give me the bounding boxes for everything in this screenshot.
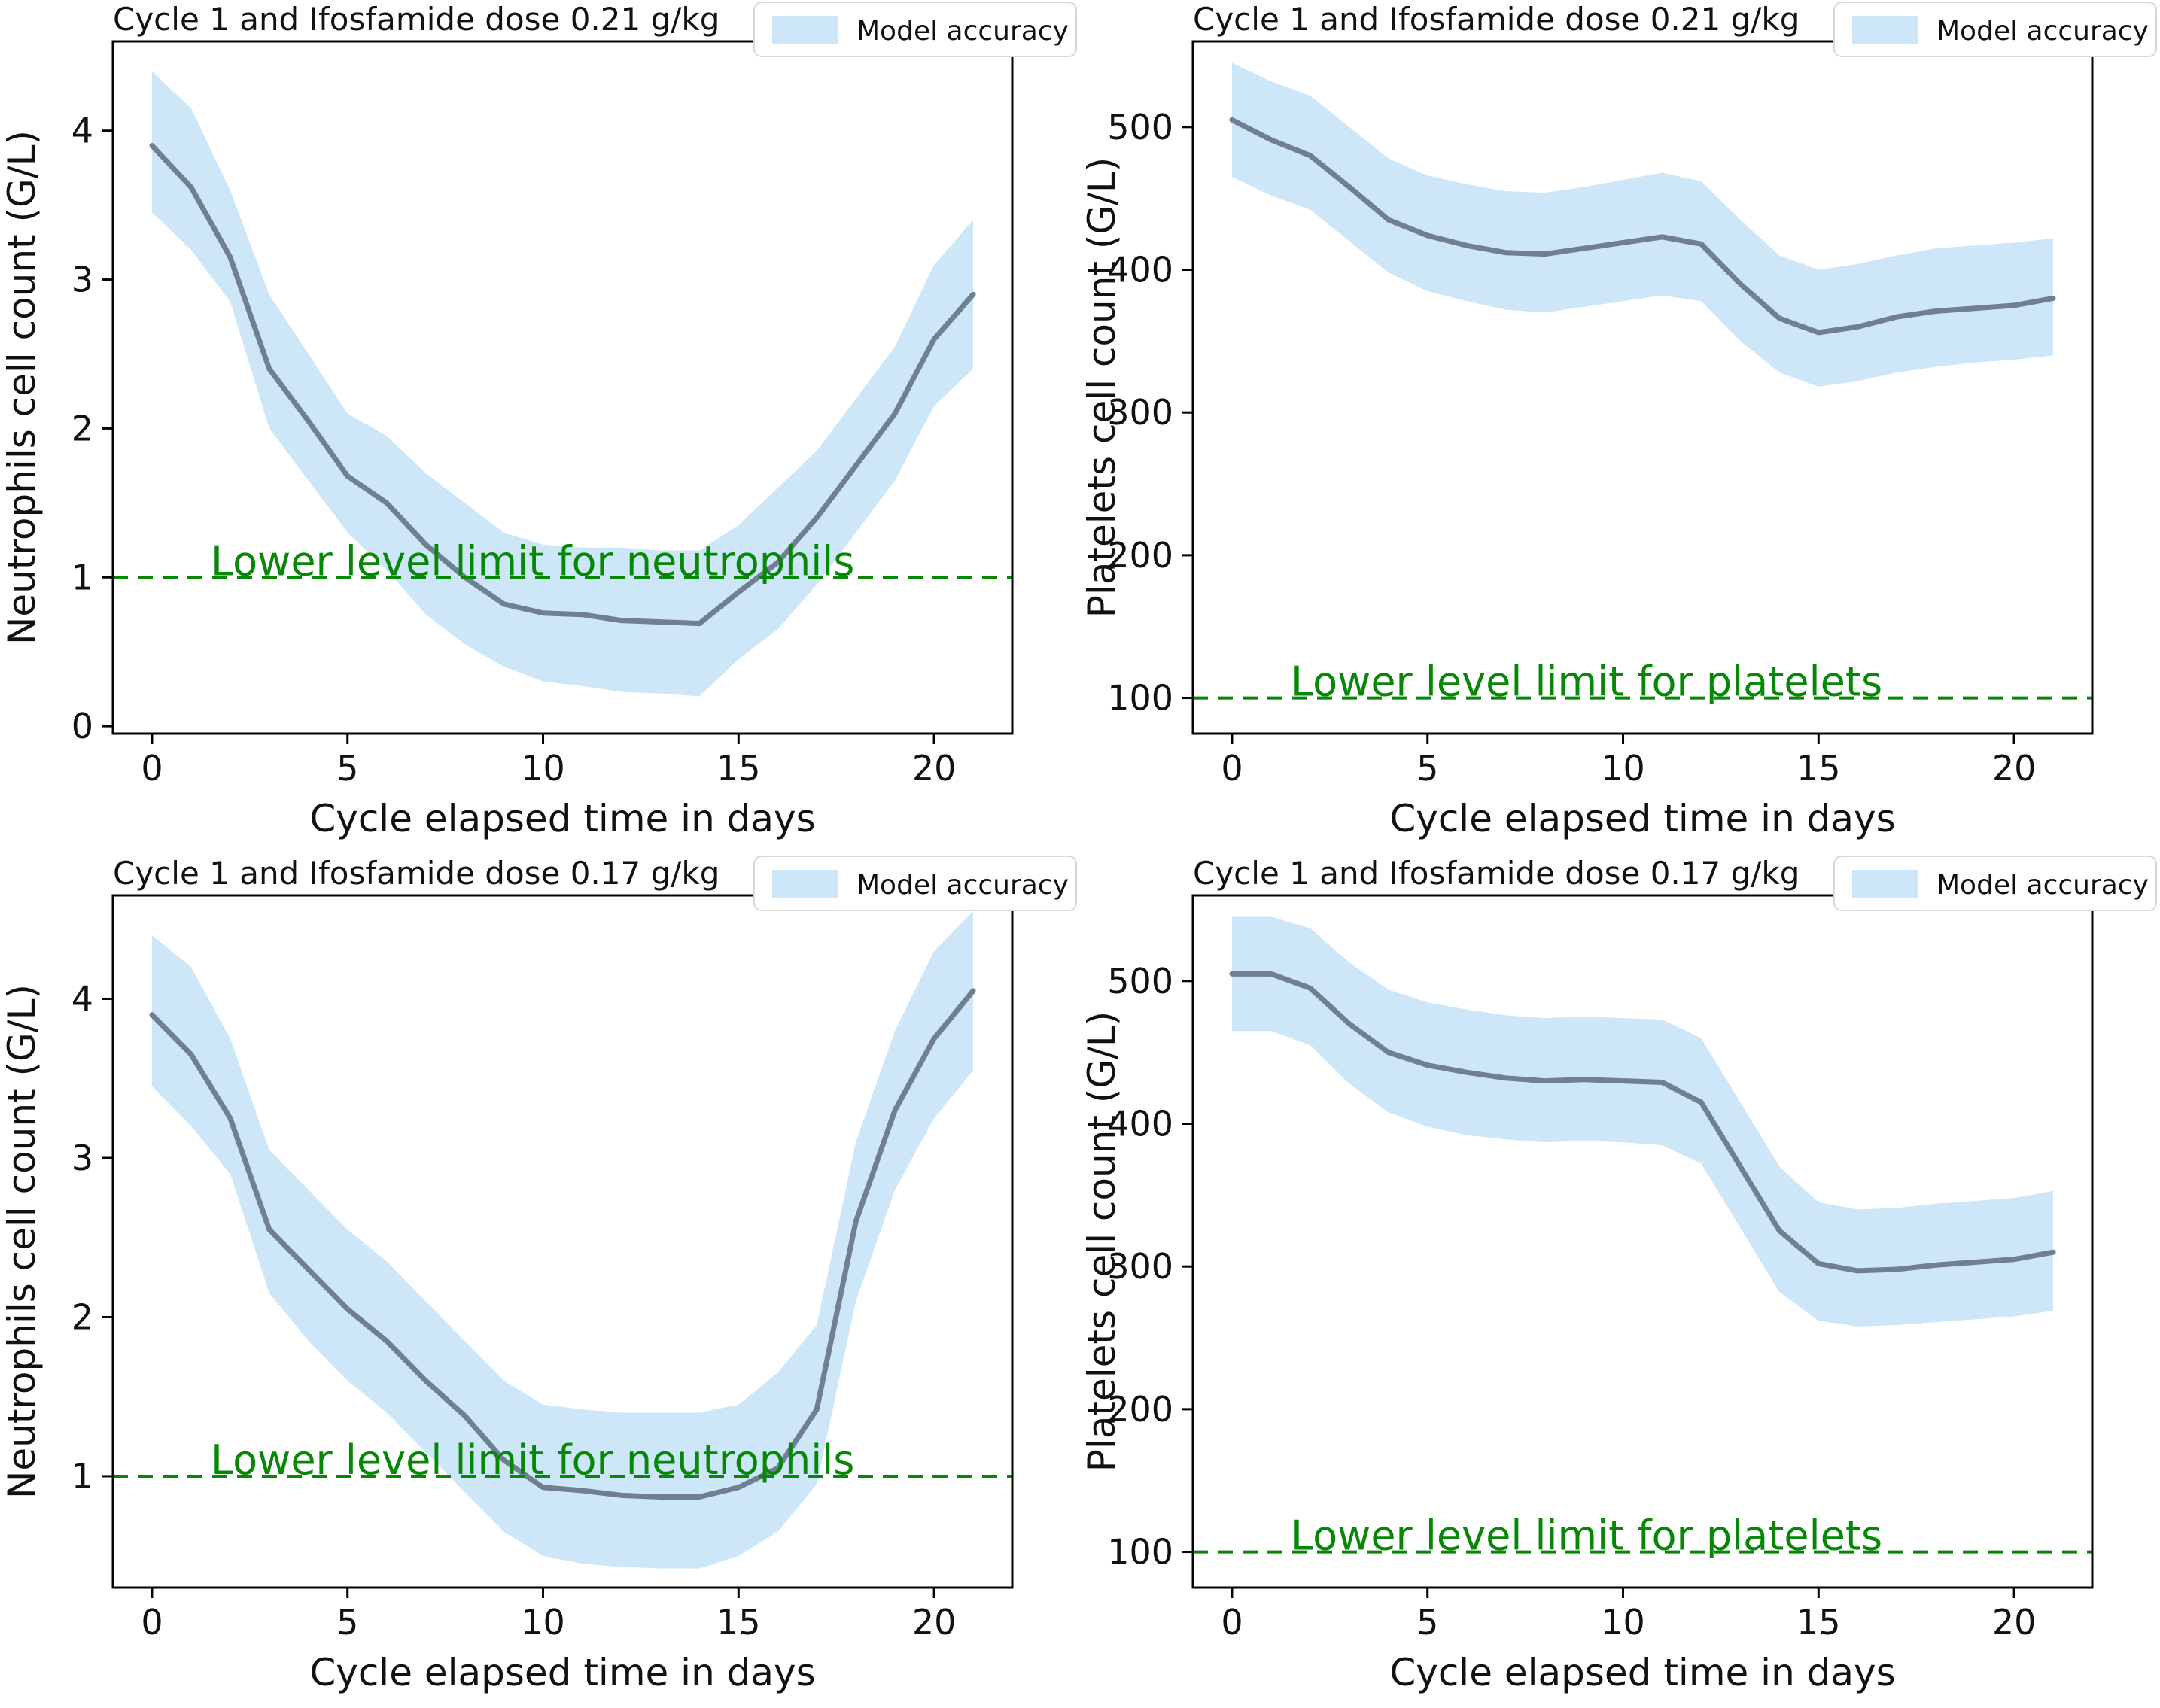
- lower-limit-label: Lower level limit for platelets: [1291, 658, 1882, 706]
- x-tick-label: 10: [521, 748, 565, 789]
- y-tick-label: 0: [71, 706, 93, 746]
- legend: Model accuracy: [753, 2, 1077, 57]
- legend-label: Model accuracy: [1936, 870, 2149, 901]
- y-tick-label: 3: [71, 260, 93, 300]
- chart-title: Cycle 1 and Ifosfamide dose 0.21 g/kg: [113, 1, 719, 38]
- prediction-line: [149, 142, 976, 627]
- x-tick-label: 10: [1601, 1602, 1645, 1643]
- x-tick-label: 15: [1796, 748, 1841, 789]
- subplot-neutrophils-dose-021: Lower level limit for neutrophils 0 5 10 15 2…: [0, 0, 1080, 854]
- y-tick-label: 300: [1107, 392, 1173, 433]
- subplot-platelets-dose-017: Lower level limit for platelets 0 5 10 15 20 1…: [1080, 854, 2160, 1708]
- y-tick-label: 300: [1107, 1246, 1173, 1287]
- chart-canvas-platelets-021: Lower level limit for platelets 0 5 10 15 20 1…: [1080, 1, 2157, 840]
- subplot-neutrophils-dose-017: Lower level limit for neutrophils 0 5 10 15 2…: [0, 854, 1080, 1708]
- y-tick-label: 1: [71, 557, 93, 597]
- y-tick-label: 100: [1107, 1532, 1173, 1573]
- chart-title: Cycle 1 and Ifosfamide dose 0.17 g/kg: [113, 855, 719, 892]
- y-tick-label: 4: [71, 111, 93, 151]
- axes-frame: [1191, 894, 2094, 1589]
- legend: Model accuracy: [1833, 856, 2157, 911]
- y-tick-label: 200: [1107, 1389, 1173, 1430]
- chart-title: Cycle 1 and Ifosfamide dose 0.17 g/kg: [1193, 855, 1799, 892]
- x-axis-label: Cycle elapsed time in days: [309, 1651, 815, 1694]
- legend: Model accuracy: [1833, 2, 2157, 57]
- prediction-line: [1229, 971, 2056, 1274]
- y-tick-label: 3: [71, 1138, 93, 1178]
- axes-frame: [111, 894, 1014, 1589]
- axes-frame: [111, 40, 1014, 735]
- legend-swatch-model-accuracy: [772, 16, 838, 44]
- x-tick-label: 15: [716, 748, 761, 789]
- legend-swatch-model-accuracy: [772, 870, 838, 898]
- y-axis-label: Platelets cell count (G/L): [1080, 1011, 1124, 1472]
- y-axis-label: Neutrophils cell count (G/L): [0, 130, 44, 645]
- x-tick-label: 20: [912, 1602, 957, 1643]
- prediction-line: [149, 988, 976, 1500]
- y-tick-label: 100: [1107, 678, 1173, 719]
- x-tick-label: 0: [1221, 1602, 1243, 1643]
- y-tick-label: 2: [71, 1296, 93, 1337]
- x-tick-label: 0: [1221, 748, 1243, 789]
- model-accuracy-band: [151, 71, 974, 697]
- x-tick-label: 5: [1416, 748, 1438, 789]
- chart-canvas-platelets-017: Lower level limit for platelets 0 5 10 15 20 1…: [1080, 855, 2157, 1694]
- lower-limit-label: Lower level limit for platelets: [1291, 1512, 1882, 1560]
- x-axis-label: Cycle elapsed time in days: [1389, 797, 1895, 840]
- x-tick-label: 15: [1796, 1602, 1841, 1643]
- chart-canvas-neutrophils-017: Lower level limit for neutrophils 0 5 10 15 2…: [0, 855, 1077, 1694]
- y-tick-label: 200: [1107, 535, 1173, 576]
- x-axis-label: Cycle elapsed time in days: [309, 797, 815, 840]
- y-axis-label: Platelets cell count (G/L): [1080, 157, 1124, 618]
- subplot-platelets-dose-021: Lower level limit for platelets 0 5 10 15 20 1…: [1080, 0, 2160, 854]
- legend: Model accuracy: [753, 856, 1077, 911]
- y-tick-label: 2: [71, 408, 93, 448]
- x-tick-label: 0: [141, 748, 163, 789]
- legend-swatch-model-accuracy: [1852, 16, 1918, 44]
- lower-limit-label: Lower level limit for neutrophils: [211, 1436, 854, 1484]
- legend-label: Model accuracy: [1936, 16, 2149, 47]
- y-tick-label: 400: [1107, 250, 1173, 290]
- x-axis-label: Cycle elapsed time in days: [1389, 1651, 1895, 1694]
- x-tick-label: 10: [521, 1602, 565, 1643]
- x-tick-label: 20: [1992, 748, 2037, 789]
- y-tick-label: 4: [71, 978, 93, 1019]
- x-tick-label: 5: [336, 748, 358, 789]
- y-tick-label: 500: [1107, 107, 1173, 147]
- x-tick-label: 0: [141, 1602, 163, 1643]
- model-accuracy-band: [1231, 916, 2054, 1327]
- model-accuracy-band: [151, 911, 974, 1569]
- x-tick-label: 5: [1416, 1602, 1438, 1643]
- legend-label: Model accuracy: [856, 16, 1069, 47]
- y-tick-label: 500: [1107, 961, 1173, 1001]
- model-accuracy-band: [1231, 62, 2054, 387]
- x-tick-label: 10: [1601, 748, 1645, 789]
- x-tick-label: 20: [1992, 1602, 2037, 1643]
- chart-title: Cycle 1 and Ifosfamide dose 0.21 g/kg: [1193, 1, 1799, 38]
- legend-swatch-model-accuracy: [1852, 870, 1918, 898]
- prediction-line: [1229, 117, 2056, 336]
- lower-limit-label: Lower level limit for neutrophils: [211, 537, 854, 585]
- x-tick-label: 20: [912, 748, 957, 789]
- x-tick-label: 15: [716, 1602, 761, 1643]
- y-tick-label: 1: [71, 1456, 93, 1497]
- axes-frame: [1191, 40, 2094, 735]
- y-tick-label: 400: [1107, 1104, 1173, 1144]
- legend-label: Model accuracy: [856, 870, 1069, 901]
- x-tick-label: 5: [336, 1602, 358, 1643]
- y-axis-label: Neutrophils cell count (G/L): [0, 984, 44, 1499]
